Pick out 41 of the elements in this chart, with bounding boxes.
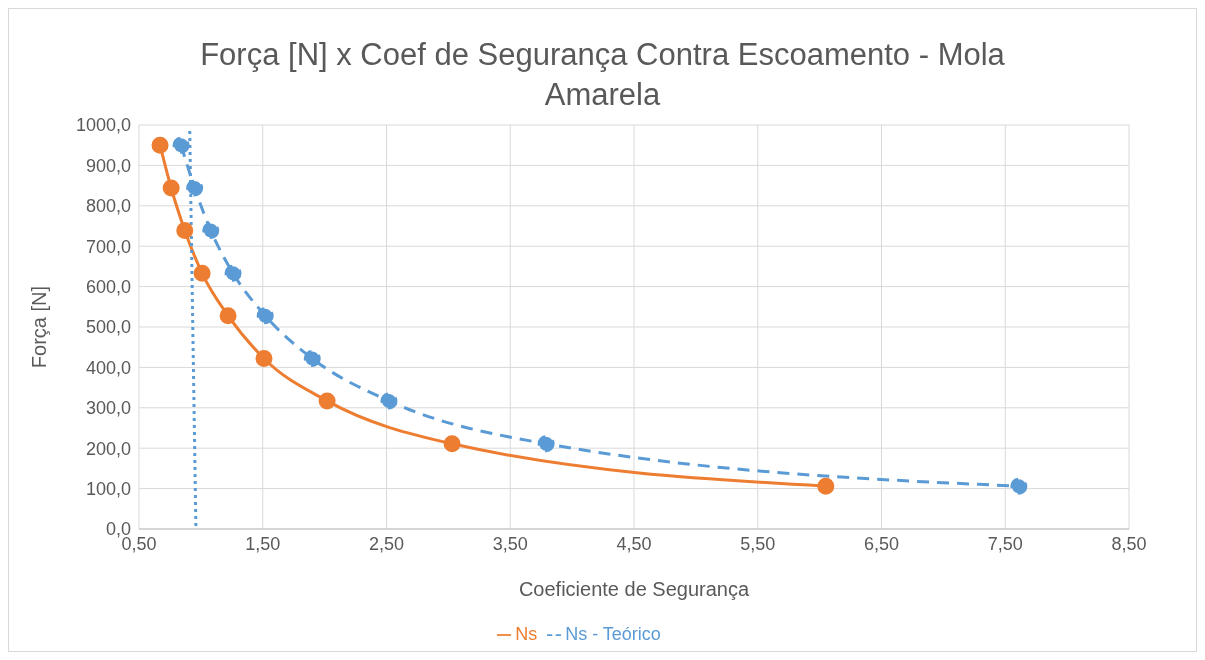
point	[380, 392, 398, 410]
point	[443, 435, 461, 453]
legend-label: Ns - Teórico	[565, 624, 661, 644]
point	[318, 392, 336, 410]
point	[176, 221, 194, 239]
point	[202, 221, 220, 239]
y-tick-label: 300,0	[85, 398, 131, 419]
chart-title: Força [N] x Coef de Segurança Contra Escoamento - Mola Amarela	[199, 36, 1006, 114]
x-tick-label: 2,50	[368, 533, 405, 554]
x-tick-label: 8,50	[1111, 533, 1147, 554]
x-tick-label: 3,50	[492, 533, 528, 554]
y-tick-label: 200,0	[85, 438, 131, 459]
point	[186, 179, 204, 197]
point	[172, 136, 190, 154]
point	[537, 435, 555, 453]
y-tick-label: 900,0	[85, 155, 131, 176]
y-tick-label: 100,0	[85, 478, 131, 499]
point	[255, 350, 273, 368]
point	[162, 179, 180, 197]
x-axis-title: Coeficiente de Segurança	[518, 578, 750, 600]
x-tick-label: 7,50	[987, 533, 1023, 554]
x-tick-label: 4,50	[616, 533, 652, 554]
point	[224, 264, 242, 282]
x-tick-label: 1,50	[245, 533, 281, 554]
y-tick-label: 800,0	[85, 196, 131, 217]
point	[1010, 477, 1028, 495]
x-tick-label: 6,50	[863, 533, 900, 554]
point	[303, 350, 321, 368]
y-tick-label: 600,0	[85, 276, 131, 297]
y-tick-label: 400,0	[85, 357, 131, 378]
point	[219, 307, 237, 325]
y-tick-label: 700,0	[85, 236, 131, 257]
point	[817, 477, 835, 495]
y-axis-title: Força [N]	[28, 285, 51, 369]
x-tick-label: 5,50	[740, 533, 776, 554]
point	[151, 136, 169, 154]
y-tick-label: 1000,0	[75, 115, 131, 136]
y-tick-label: 500,0	[85, 317, 131, 338]
point	[256, 307, 274, 325]
legend-label: Ns	[515, 624, 538, 644]
point	[193, 264, 211, 282]
